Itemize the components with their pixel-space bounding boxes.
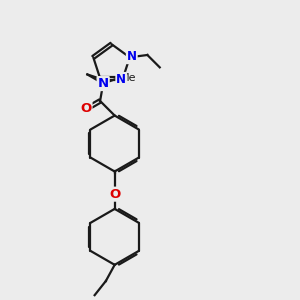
- Text: O: O: [109, 188, 120, 201]
- Text: N: N: [98, 77, 109, 90]
- Text: N: N: [127, 50, 137, 63]
- Text: O: O: [80, 102, 92, 115]
- Text: Me: Me: [120, 73, 136, 83]
- Text: N: N: [116, 73, 126, 86]
